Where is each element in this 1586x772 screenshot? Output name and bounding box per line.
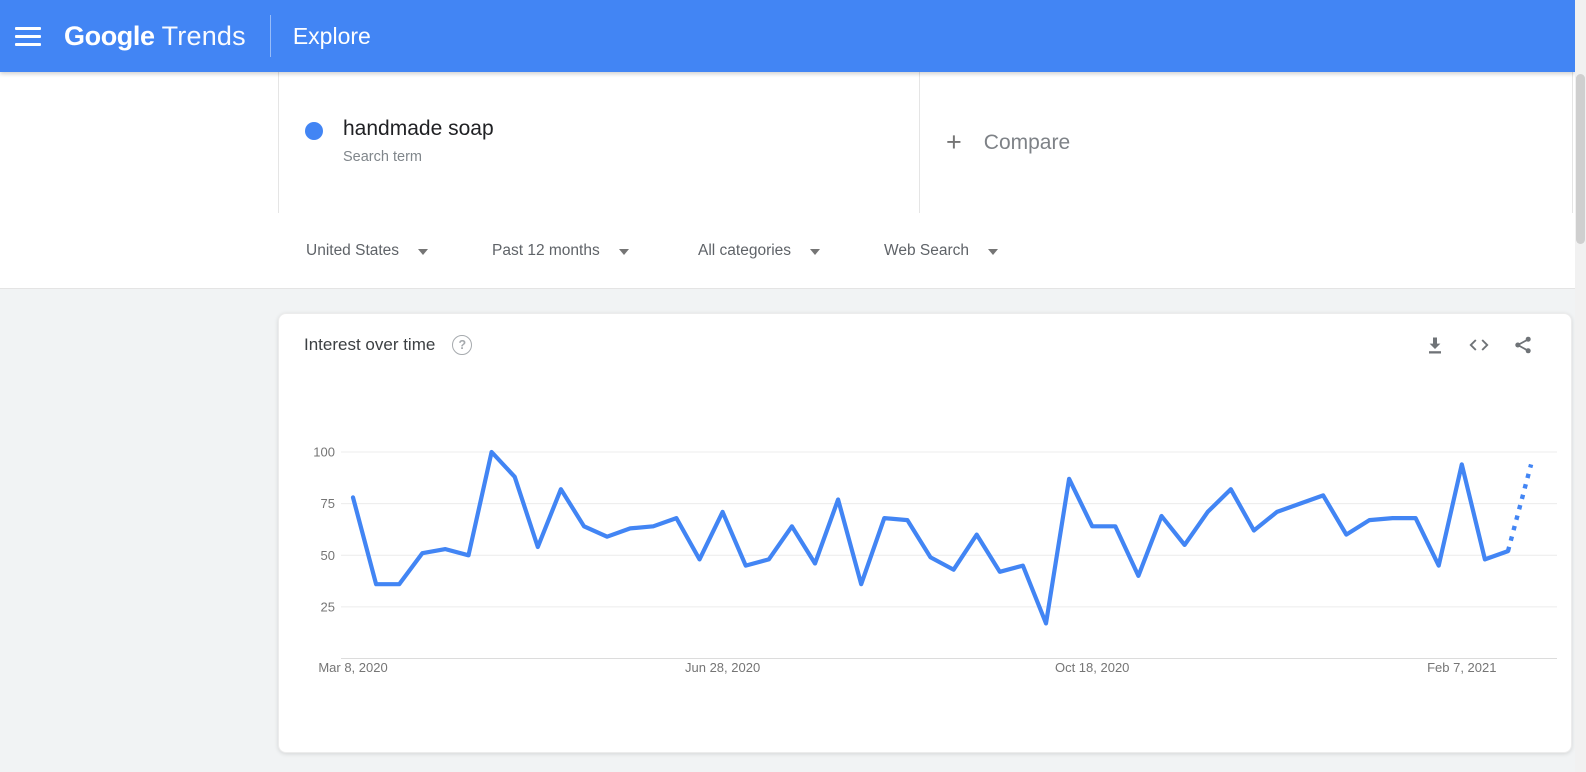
chart-title: Interest over time	[304, 335, 436, 354]
logo-trends: Trends	[161, 20, 246, 51]
interest-over-time-chart[interactable]: 100 75 50 25 Mar 8, 2020 Jun 28, 2020 Oct 18, …	[289, 425, 1559, 677]
x-axis-tick-label: Feb 7, 2021	[1427, 660, 1496, 675]
vertical-scrollbar[interactable]	[1575, 0, 1586, 772]
app-header: Google Trends Explore	[0, 0, 1575, 72]
card-divider	[919, 72, 920, 213]
add-comparison-button[interactable]: + Compare	[946, 72, 1070, 213]
scrollbar-thumb[interactable]	[1576, 74, 1585, 244]
trend-line	[350, 449, 1511, 626]
y-axis-tick-label: 100	[313, 445, 335, 460]
share-icon[interactable]	[1513, 335, 1533, 355]
chevron-down-icon	[988, 248, 999, 255]
header-divider	[269, 15, 271, 57]
chevron-down-icon	[618, 248, 629, 255]
y-axis-tick-label: 75	[321, 496, 335, 511]
region-filter-dropdown[interactable]: United States	[306, 213, 429, 288]
chevron-down-icon	[810, 248, 821, 255]
time-range-filter-dropdown[interactable]: Past 12 months	[492, 213, 629, 288]
category-filter-label: All categories	[698, 241, 792, 259]
plus-icon: +	[946, 127, 962, 157]
x-axis-tick-label: Oct 18, 2020	[1055, 660, 1129, 675]
y-axis-tick-label: 50	[321, 548, 335, 563]
interest-over-time-card: Interest over time ?	[278, 313, 1572, 753]
hamburger-menu-icon[interactable]	[2, 0, 54, 72]
page-title: Explore	[292, 22, 371, 49]
series-color-dot	[305, 122, 323, 140]
chart-card-header: Interest over time ?	[279, 314, 1571, 376]
download-icon[interactable]	[1425, 335, 1445, 355]
time-range-filter-label: Past 12 months	[492, 241, 600, 259]
search-term-band: handmade soap Search term + Compare	[0, 72, 1575, 214]
card-right-border	[1572, 72, 1573, 213]
x-axis-tick-label: Mar 8, 2020	[318, 660, 387, 675]
google-trends-logo[interactable]: Google Trends	[64, 21, 246, 52]
search-type-filter-dropdown[interactable]: Web Search	[884, 213, 999, 288]
embed-icon[interactable]	[1469, 335, 1489, 355]
x-axis-tick-label: Jun 28, 2020	[685, 660, 760, 675]
chart-actions	[1425, 314, 1533, 376]
help-icon[interactable]: ?	[452, 335, 473, 355]
y-axis-tick-label: 25	[321, 599, 335, 614]
region-filter-label: United States	[306, 241, 400, 259]
compare-label: Compare	[983, 130, 1071, 154]
trend-line-partial-data-dotted	[1505, 463, 1534, 552]
logo-google: Google	[64, 20, 155, 51]
chevron-down-icon	[418, 248, 429, 255]
search-term-value[interactable]: handmade soap	[343, 117, 494, 140]
filters-bar: United States Past 12 months All categor…	[0, 213, 1575, 289]
category-filter-dropdown[interactable]: All categories	[698, 213, 821, 288]
search-term-type: Search term	[343, 149, 422, 165]
card-left-border	[278, 72, 279, 213]
search-type-filter-label: Web Search	[884, 241, 970, 259]
